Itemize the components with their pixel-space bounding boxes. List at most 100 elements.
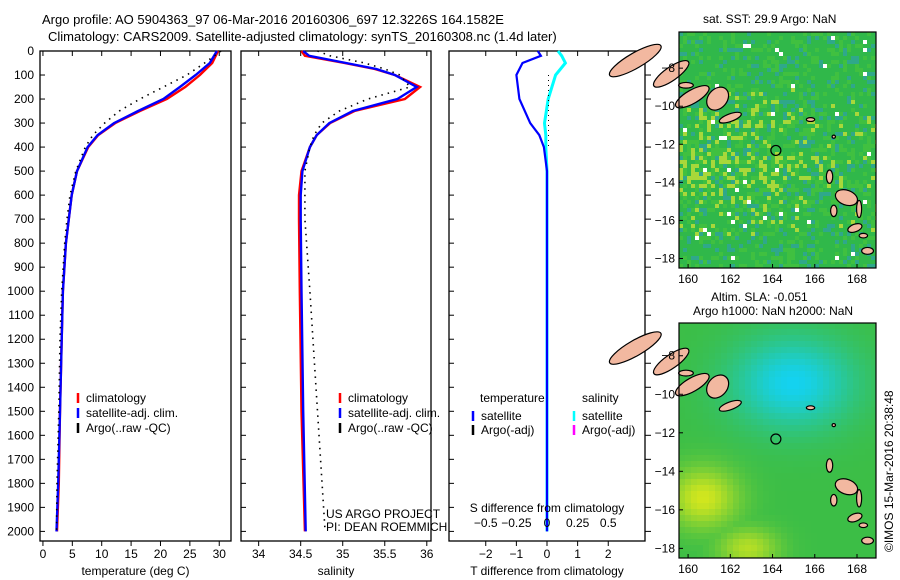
- map-cell: [795, 264, 799, 268]
- map-cell: [757, 395, 763, 401]
- map-cell: [817, 341, 823, 347]
- island: [858, 232, 869, 239]
- map-cell: [863, 212, 867, 216]
- map-cell: [807, 140, 811, 144]
- map-cell: [811, 188, 815, 192]
- map-cell: [807, 264, 811, 268]
- map-cell: [799, 491, 805, 497]
- map-cell: [823, 156, 827, 160]
- map-cell: [691, 208, 695, 212]
- map-cell: [715, 68, 719, 72]
- map-cell: [683, 176, 687, 180]
- map-cell: [871, 389, 876, 395]
- map-cell: [757, 539, 763, 545]
- map-cell: [859, 383, 865, 389]
- map-cell: [727, 52, 731, 56]
- map-cell: [759, 256, 763, 260]
- map-cell: [871, 353, 876, 359]
- map-cell: [679, 264, 683, 268]
- map-cell: [851, 164, 855, 168]
- map-cell: [747, 72, 751, 76]
- map-cell: [835, 437, 841, 443]
- map-cell: [723, 192, 727, 196]
- map-cell: [683, 136, 687, 140]
- map-cell: [795, 220, 799, 224]
- map-cell: [687, 52, 691, 56]
- map-cell: [835, 503, 841, 509]
- map-cell: [815, 52, 819, 56]
- map-cell: [743, 212, 747, 216]
- map-cell: [747, 156, 751, 160]
- map-cell: [699, 148, 703, 152]
- map-cell: [843, 156, 847, 160]
- map-cell: [799, 407, 805, 413]
- map-cell: [795, 36, 799, 40]
- map-cell: [691, 335, 697, 341]
- map-cell: [819, 212, 823, 216]
- map-cell: [867, 96, 871, 100]
- map-cell: [863, 260, 867, 264]
- map-cell: [827, 32, 831, 36]
- map-cell: [805, 497, 811, 503]
- map-cell: [735, 240, 739, 244]
- map-cell: [755, 256, 759, 260]
- map-cell: [839, 72, 843, 76]
- map-cell: [859, 156, 863, 160]
- map-cell: [727, 371, 733, 377]
- map-cell: [697, 455, 703, 461]
- map-cell: [835, 152, 839, 156]
- map-cell: [757, 455, 763, 461]
- map-cell: [841, 401, 847, 407]
- map-cell: [847, 184, 851, 188]
- map-cell: [687, 132, 691, 136]
- map-cell: [763, 156, 767, 160]
- map-cell: [775, 108, 779, 112]
- map-cell: [787, 204, 791, 208]
- map-cell: [715, 485, 721, 491]
- map-cell: [709, 365, 715, 371]
- map-cell: [871, 48, 875, 52]
- map-cell: [795, 144, 799, 148]
- map-cell: [843, 212, 847, 216]
- map-cell: [775, 509, 781, 515]
- map-cell: [731, 60, 735, 64]
- map-cell: [855, 252, 859, 256]
- map-cell: [799, 204, 803, 208]
- map-cell: [871, 551, 876, 557]
- map-cell: [823, 68, 827, 72]
- map-cell: [707, 108, 711, 112]
- map-cell: [863, 132, 867, 136]
- map-cell: [779, 32, 783, 36]
- map-cell: [817, 395, 823, 401]
- map-cell: [727, 413, 733, 419]
- map-cell: [731, 84, 735, 88]
- map-cell: [811, 72, 815, 76]
- map-cell: [847, 335, 853, 341]
- map-cell: [699, 52, 703, 56]
- map-cell: [715, 216, 719, 220]
- map-cell: [757, 551, 763, 557]
- map-cell: [807, 96, 811, 100]
- map-cell: [775, 192, 779, 196]
- map-cell: [841, 365, 847, 371]
- map-cell: [811, 365, 817, 371]
- map-cell: [847, 32, 851, 36]
- map-cell: [803, 52, 807, 56]
- map-cell: [823, 140, 827, 144]
- map-cell: [711, 180, 715, 184]
- map-cell: [775, 200, 779, 204]
- map-cell: [811, 407, 817, 413]
- map-cell: [815, 236, 819, 240]
- map-cell: [703, 108, 707, 112]
- map-cell: [793, 479, 799, 485]
- map-cell: [851, 72, 855, 76]
- map-cell: [703, 144, 707, 148]
- map-cell: [853, 431, 859, 437]
- map-cell: [695, 204, 699, 208]
- map-cell: [733, 437, 739, 443]
- map-cell: [707, 48, 711, 52]
- map-cell: [847, 389, 853, 395]
- map-cell: [687, 108, 691, 112]
- map-cell: [699, 68, 703, 72]
- map-cell: [775, 419, 781, 425]
